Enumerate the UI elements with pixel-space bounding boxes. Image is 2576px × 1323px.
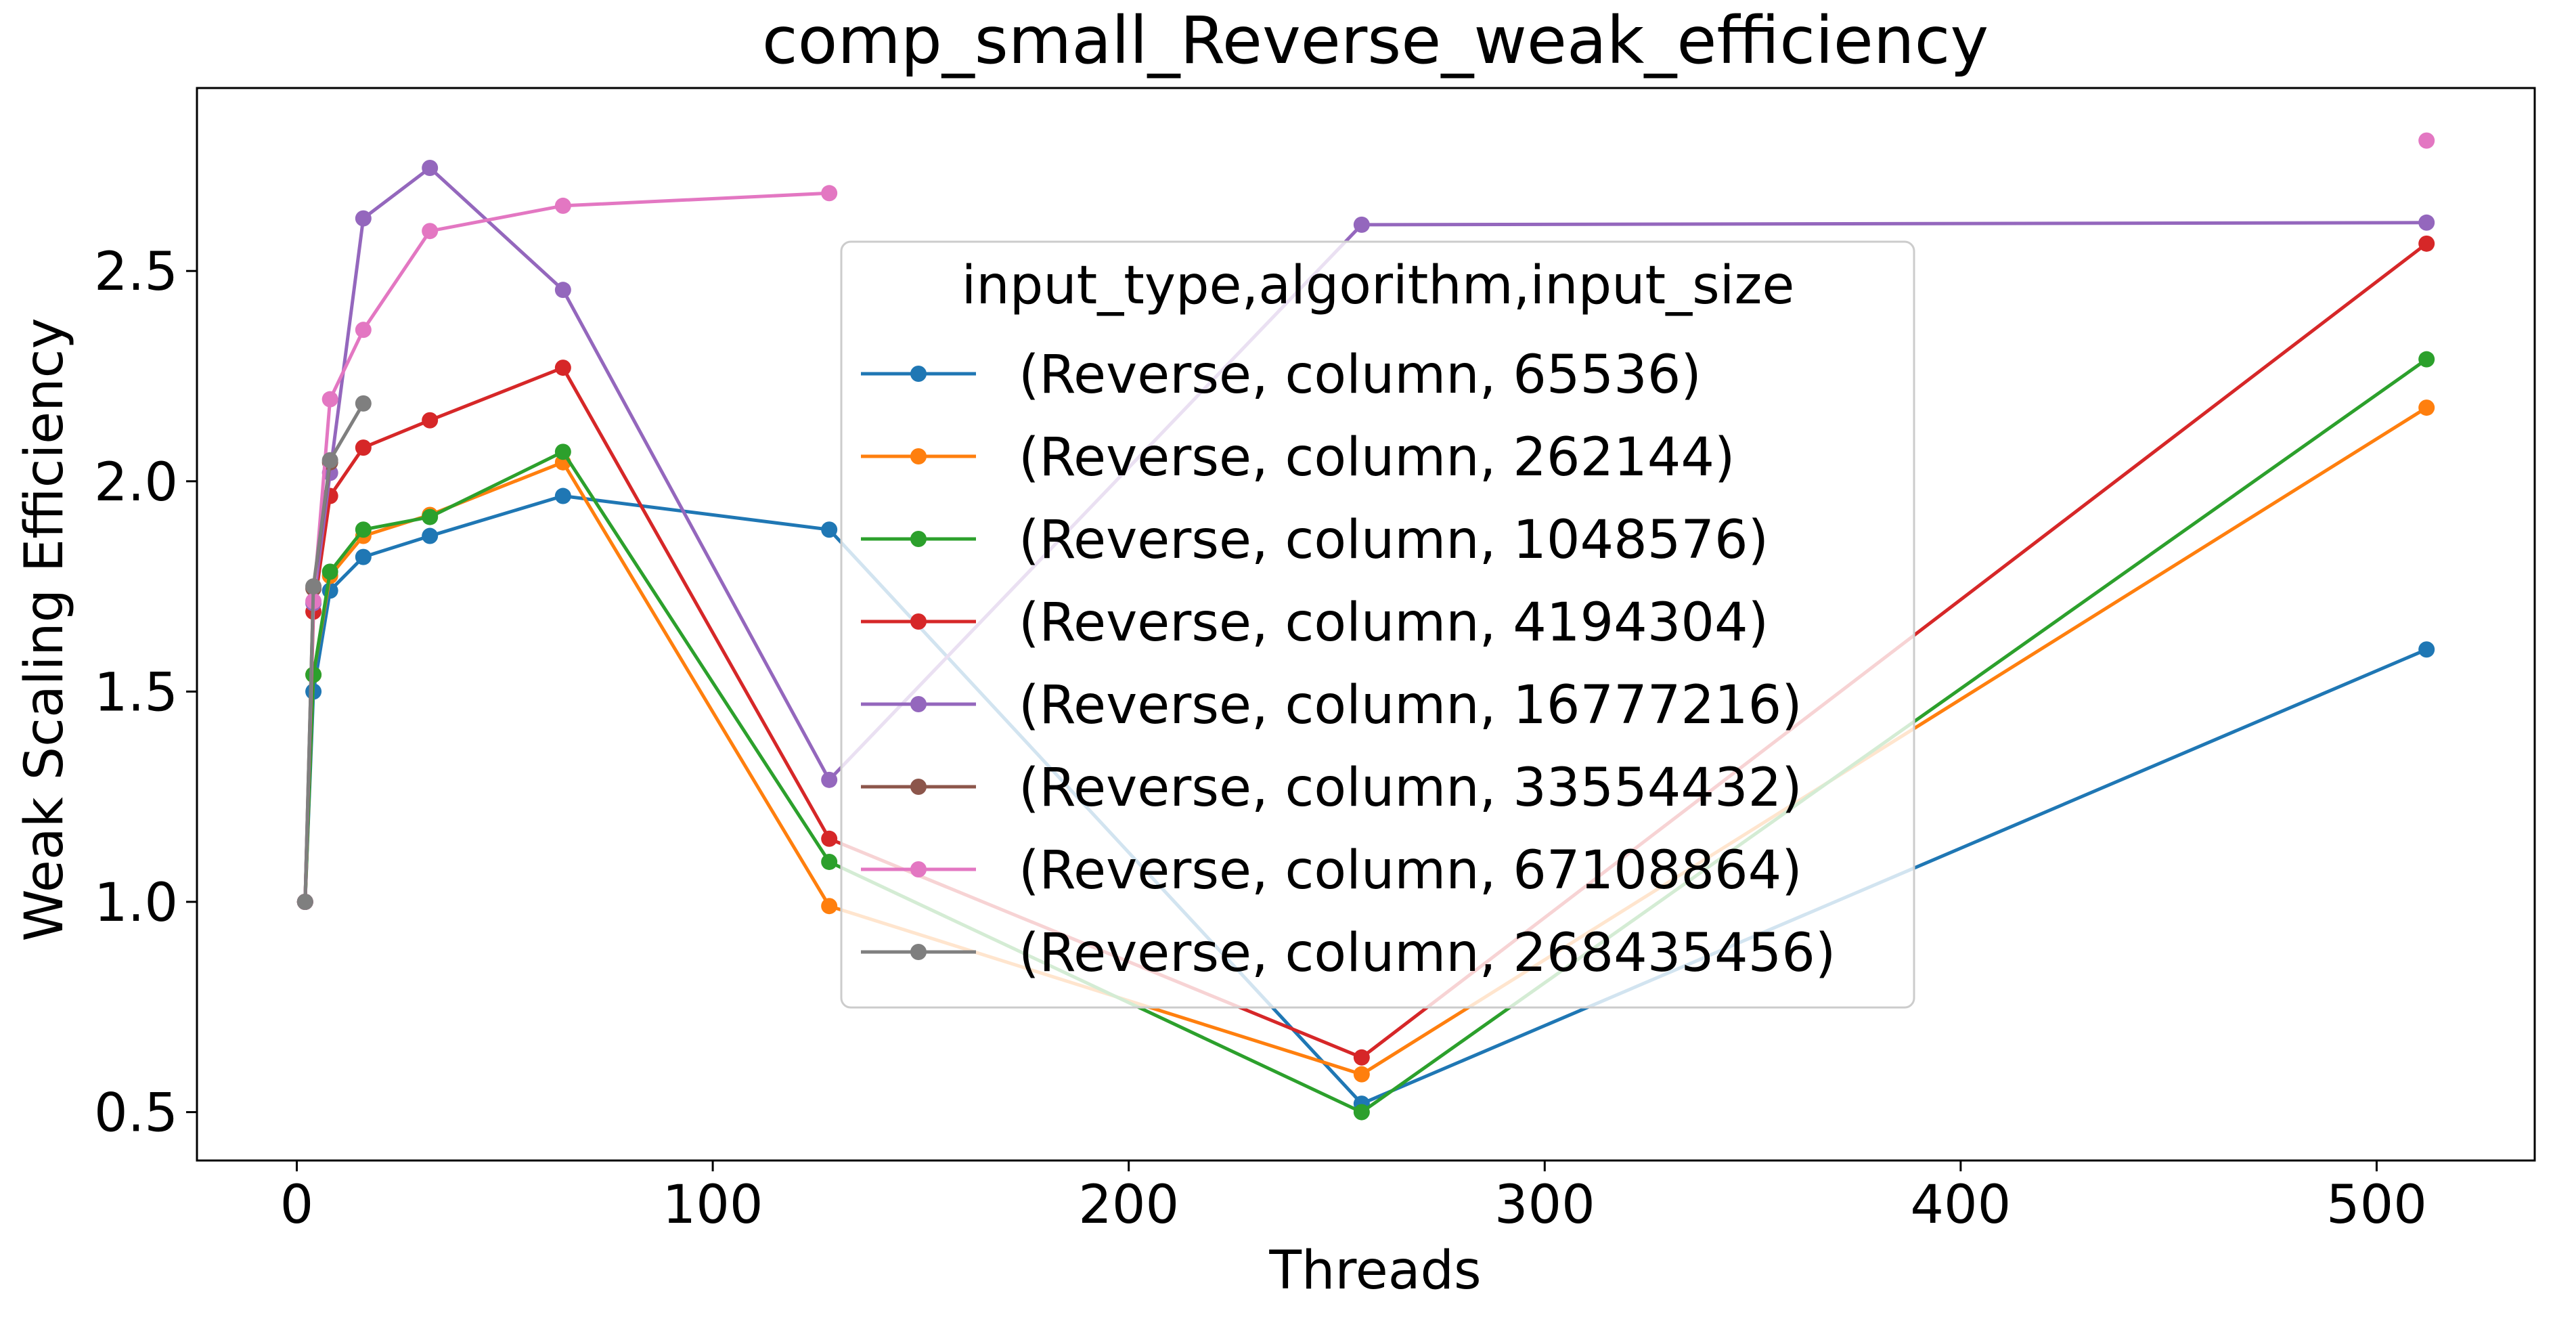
data-point (821, 521, 838, 538)
data-point (1353, 1049, 1370, 1066)
data-point (355, 210, 372, 227)
x-tick-label: 500 (2326, 1175, 2427, 1236)
x-tick-label: 400 (1910, 1175, 2011, 1236)
data-point (296, 893, 313, 910)
legend-title: input_type,algorithm,input_size (962, 255, 1795, 316)
x-tick-label: 200 (1078, 1175, 1179, 1236)
data-point (821, 898, 838, 915)
y-tick-label: 1.0 (94, 873, 178, 934)
data-point (321, 452, 338, 469)
legend-marker (910, 613, 927, 630)
legend-entry: (Reverse, column, 16777216) (861, 675, 1802, 736)
data-point (2418, 399, 2435, 416)
data-point (554, 443, 571, 460)
y-tick-label: 2.5 (94, 242, 178, 303)
series-line (303, 402, 365, 903)
data-point (821, 830, 838, 847)
data-point (554, 360, 571, 376)
data-point (554, 197, 571, 214)
data-point (2418, 235, 2435, 252)
x-tick-label: 300 (1494, 1175, 1595, 1236)
data-point (355, 548, 372, 565)
data-point (422, 223, 439, 240)
data-point (422, 508, 439, 525)
legend-marker (910, 448, 927, 464)
series-8 (296, 395, 372, 910)
data-point (554, 487, 571, 504)
data-point (1353, 1104, 1370, 1121)
legend-label: (Reverse, column, 268435456) (1019, 923, 1836, 984)
data-point (2418, 132, 2435, 149)
data-point (554, 282, 571, 299)
legend-marker (910, 861, 927, 877)
y-axis: 0.5 1.0 1.5 2.0 2.5 (94, 242, 197, 1144)
legend-entry: (Reverse, column, 65536) (861, 345, 1702, 406)
data-point (422, 412, 439, 429)
x-tick-label: 100 (663, 1175, 763, 1236)
x-axis: 0 100 200 300 400 500 (280, 1161, 2427, 1236)
data-point (422, 527, 439, 544)
legend-label: (Reverse, column, 262144) (1019, 427, 1735, 488)
chart-title: comp_small_Reverse_weak_efficiency (762, 3, 1989, 79)
legend-entry: (Reverse, column, 4194304) (861, 592, 1769, 653)
data-point (2418, 214, 2435, 231)
data-point (355, 395, 372, 412)
legend-entry: (Reverse, column, 1048576) (861, 510, 1769, 571)
data-point (321, 563, 338, 580)
data-point (355, 322, 372, 339)
legend-marker (910, 696, 927, 712)
y-axis-label: Weak Scaling Efficiency (14, 318, 75, 941)
data-point (355, 521, 372, 538)
legend-label: (Reverse, column, 65536) (1019, 345, 1702, 406)
legend-marker (910, 366, 927, 382)
legend-marker (910, 779, 927, 795)
legend-label: (Reverse, column, 33554432) (1019, 758, 1802, 819)
legend-entry: (Reverse, column, 262144) (861, 427, 1735, 488)
plot-frame (196, 87, 2536, 1162)
y-tick-label: 0.5 (94, 1083, 178, 1144)
legend-marker (910, 944, 927, 960)
legend-entry: (Reverse, column, 33554432) (861, 758, 1802, 819)
y-tick-label: 1.5 (94, 662, 178, 723)
x-axis-label: Threads (1268, 1240, 1481, 1301)
legend-label: (Reverse, column, 16777216) (1019, 675, 1802, 736)
legend: input_type,algorithm,input_size (Reverse… (840, 240, 1915, 1009)
legend-label: (Reverse, column, 67108864) (1019, 840, 1802, 901)
legend-box (840, 240, 1915, 1009)
legend-entry: (Reverse, column, 67108864) (861, 840, 1802, 901)
data-point (821, 853, 838, 870)
data-point (2418, 351, 2435, 368)
x-tick-label: 0 (280, 1175, 314, 1236)
legend-label: (Reverse, column, 4194304) (1019, 592, 1769, 653)
data-point (1353, 1066, 1370, 1083)
data-point (305, 578, 322, 595)
data-point (422, 160, 439, 177)
data-point (321, 391, 338, 408)
legend-marker (910, 531, 927, 547)
data-point (355, 439, 372, 456)
y-tick-label: 2.0 (94, 452, 178, 513)
data-point (821, 771, 838, 788)
legend-label: (Reverse, column, 1048576) (1019, 510, 1769, 571)
data-point (1353, 216, 1370, 233)
data-point (821, 185, 838, 202)
legend-entry: (Reverse, column, 268435456) (861, 923, 1836, 984)
data-point (2418, 641, 2435, 658)
